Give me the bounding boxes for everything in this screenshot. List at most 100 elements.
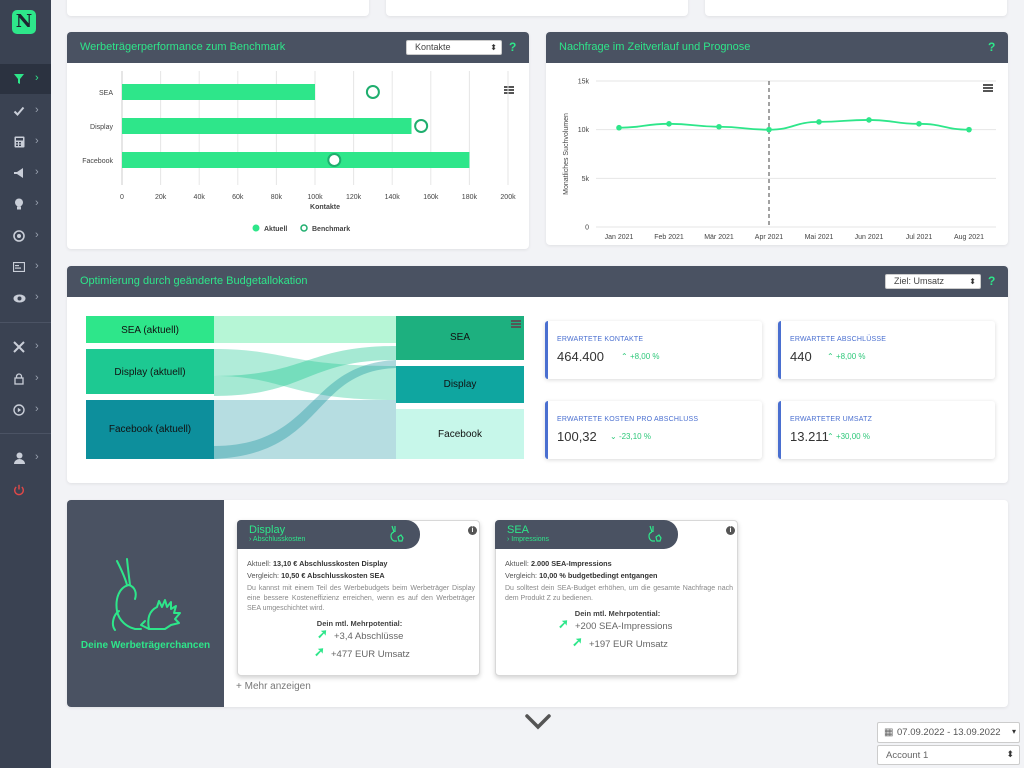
app-logo[interactable]: N xyxy=(12,10,36,34)
benchmark-metric-select[interactable]: Kontakte ⬍ xyxy=(406,40,502,55)
user-icon xyxy=(12,451,26,465)
sidebar-item-calculator[interactable]: › xyxy=(0,127,51,157)
demand-chart-menu-icon[interactable] xyxy=(983,84,993,92)
x-tick-label: Jul 2021 xyxy=(906,234,933,241)
sankey-flow-facebook-facebook xyxy=(214,400,396,459)
y-tick-label: Display xyxy=(90,124,113,131)
sidebar-item-card[interactable]: › xyxy=(0,252,51,282)
date-range-picker[interactable]: ▦ 07.09.2022 - 13.09.2022 ▾ xyxy=(877,722,1020,743)
data-point xyxy=(866,117,872,123)
legend-label-benchmark: Benchmark xyxy=(312,226,350,233)
sankey-label-target-facebook: Facebook xyxy=(438,429,483,440)
chance-title: Display xyxy=(249,524,286,536)
sidebar-item-tools[interactable]: › xyxy=(0,332,51,362)
info-icon[interactable]: i xyxy=(468,526,477,535)
sidebar-item-lock[interactable]: › xyxy=(0,364,51,394)
show-more-link[interactable]: + Mehr anzeigen xyxy=(236,681,311,692)
optimization-goal-select[interactable]: Ziel: Umsatz ⬍ xyxy=(885,274,981,289)
calendar-icon: ▦ xyxy=(884,727,894,738)
y-tick-label: 0 xyxy=(585,225,589,232)
top-card-3 xyxy=(705,0,1007,16)
benchmark-marker-facebook xyxy=(327,153,342,167)
benchmark-help-icon[interactable]: ? xyxy=(509,40,517,54)
sidebar-item-filter[interactable]: › xyxy=(0,64,51,94)
x-tick-label: 120k xyxy=(346,194,362,201)
x-tick-label: Feb 2021 xyxy=(654,234,684,241)
chance-card-display: Display › Abschlusskosten i Aktuell: 13,… xyxy=(237,520,480,676)
sankey-label-target-sea: SEA xyxy=(450,332,470,343)
sidebar-item-megaphone[interactable]: › xyxy=(0,158,51,188)
x-tick-label: 40k xyxy=(194,194,206,201)
top-card-2 xyxy=(386,0,688,16)
eye-icon xyxy=(12,291,26,305)
benchmark-chart-menu-icon[interactable] xyxy=(504,86,514,94)
trend-up-icon: ⌃ xyxy=(827,432,834,441)
calculator-icon xyxy=(12,135,26,149)
chevron-right-icon: › xyxy=(249,536,252,543)
account-select[interactable]: Account 1 ⬍ xyxy=(877,745,1020,765)
sankey-menu-icon[interactable] xyxy=(511,320,521,328)
arrow-up-right-icon: ➚ xyxy=(558,616,569,631)
x-tick-label: 80k xyxy=(271,194,283,201)
arrow-up-right-icon: ➚ xyxy=(317,626,328,641)
kpi-cost-per-conversion: ERWARTETE KOSTEN PRO ABSCHLUSS 100,32 ⌄ … xyxy=(545,401,762,459)
sidebar-item-play[interactable]: › xyxy=(0,395,51,425)
sankey-flow-display-sea xyxy=(214,346,396,396)
kpi-conversions: ERWARTETE ABSCHLÜSSE 440 ⌃ +8,00 % xyxy=(778,321,995,379)
sankey-source-facebook xyxy=(86,400,214,459)
info-icon[interactable]: i xyxy=(726,526,735,535)
sankey-chart: SEA (aktuell) Display (aktuell) Facebook… xyxy=(86,316,524,459)
lightbulb-icon xyxy=(12,197,26,211)
sidebar-item-check[interactable]: › xyxy=(0,96,51,126)
data-point xyxy=(716,123,722,130)
trend-up-icon: ⌃ xyxy=(827,352,834,361)
sankey-flow-sea-sea xyxy=(214,316,396,343)
caret-down-icon: ▾ xyxy=(1011,727,1016,736)
x-tick-label: Mai 2021 xyxy=(805,234,834,241)
benchmark-title: Werbeträgerperformance zum Benchmark xyxy=(80,41,286,53)
sidebar-item-logout[interactable] xyxy=(0,475,51,505)
x-tick-label: 60k xyxy=(232,194,244,201)
sankey-label-source-sea: SEA (aktuell) xyxy=(121,325,179,336)
top-card-1 xyxy=(67,0,369,16)
arrow-up-right-icon: ➚ xyxy=(314,644,325,659)
sidebar-item-user[interactable]: › xyxy=(0,443,51,473)
sidebar-item-lightbulb[interactable]: › xyxy=(0,189,51,219)
demand-help-icon[interactable]: ? xyxy=(988,40,996,54)
demand-chart: 0 5k 10k 15k Monatliches Suchvolumen Jan 2021… xyxy=(563,79,996,241)
kpi-revenue: ERWARTETER UMSATZ 13.211 ⌃ +30,00 % xyxy=(778,401,995,459)
x-tick-label: Apr 2021 xyxy=(755,234,784,241)
demand-card: Nachfrage im Zeitverlauf und Prognose ? … xyxy=(546,32,1008,245)
data-point xyxy=(916,121,922,127)
sankey-label-source-facebook: Facebook (aktuell) xyxy=(109,424,191,435)
y-tick-label: 15k xyxy=(578,79,590,86)
lock-icon xyxy=(12,372,26,386)
tools-icon xyxy=(12,340,26,354)
sidebar-item-target[interactable]: › xyxy=(0,221,51,251)
sankey-label-target-display: Display xyxy=(444,379,477,390)
y-tick-label: SEA xyxy=(99,90,113,97)
sankey-target-facebook xyxy=(396,409,524,459)
arrow-up-right-icon: ➚ xyxy=(572,634,583,649)
bar-sea xyxy=(122,84,315,100)
optimization-title: Optimierung durch geänderte Budgetalloka… xyxy=(80,275,308,287)
check-icon xyxy=(12,104,26,118)
benchmark-card: Werbeträgerperformance zum Benchmark Kon… xyxy=(67,32,529,249)
sidebar-item-eye[interactable]: › xyxy=(0,283,51,313)
rabbit-hedgehog-icon xyxy=(111,558,181,631)
sidebar: N › › › › › › › › xyxy=(0,0,51,768)
bar-facebook xyxy=(122,152,470,168)
x-tick-label: Mär 2021 xyxy=(704,234,734,241)
rabbit-icon xyxy=(648,525,662,542)
legend-label-aktuell: Aktuell xyxy=(264,226,287,233)
optimization-help-icon[interactable]: ? xyxy=(988,274,996,288)
scroll-down-chevron-icon[interactable] xyxy=(525,714,551,730)
data-point xyxy=(966,126,972,133)
sankey-flow-display-display xyxy=(214,349,396,400)
sankey-flow-facebook-sea xyxy=(214,360,396,459)
trend-up-icon: ⌃ xyxy=(621,352,628,361)
data-point xyxy=(816,119,822,125)
x-tick-label: 20k xyxy=(155,194,167,201)
data-point xyxy=(666,121,672,127)
x-axis-title: Kontakte xyxy=(310,204,340,211)
